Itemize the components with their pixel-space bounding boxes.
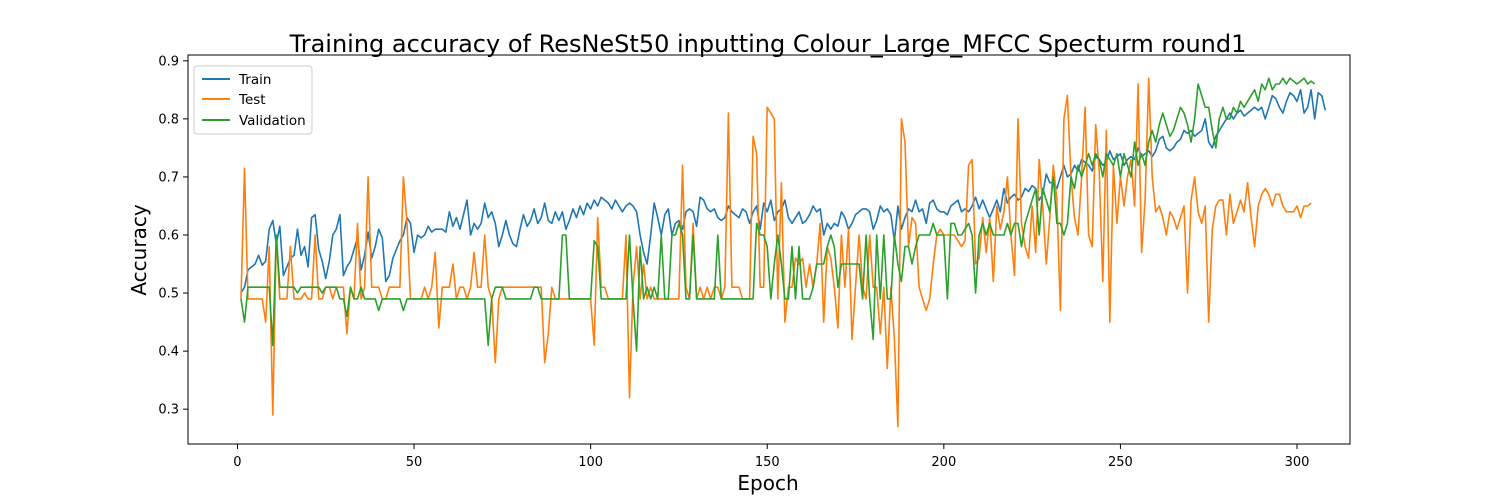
- legend-frame: [193, 65, 313, 135]
- x-tick-label: 50: [406, 455, 423, 470]
- y-tick-label: 0.9: [158, 54, 179, 69]
- y-tick-label: 0.6: [158, 228, 179, 243]
- y-tick-label: 0.3: [158, 403, 179, 418]
- x-tick-label: 250: [1108, 455, 1133, 470]
- legend-label-test: Test: [238, 92, 266, 108]
- x-tick-label: 100: [578, 455, 603, 470]
- plot-frame: [187, 54, 1351, 445]
- legend-label-validation: Validation: [239, 113, 306, 129]
- legend: Train Test Validation: [193, 65, 313, 135]
- series-line-train: [240, 89, 1327, 294]
- x-tick-label: 0: [233, 455, 241, 470]
- series-line-validation: [240, 77, 1316, 352]
- y-tick-label: 0.5: [158, 287, 179, 302]
- series-layer: [240, 77, 1327, 428]
- legend-label-train: Train: [238, 72, 271, 88]
- y-tick-label: 0.7: [158, 170, 179, 185]
- x-tick-label: 150: [755, 455, 780, 470]
- y-tick-label: 0.8: [158, 112, 179, 127]
- y-axis: 0.3 0.4 0.5 0.6 0.7 0.8 0.9: [158, 54, 188, 418]
- chart-title: Training accuracy of ResNeSt50 inputting…: [289, 30, 1247, 58]
- y-tick-label: 0.4: [158, 345, 179, 360]
- x-tick-label: 300: [1285, 455, 1310, 470]
- x-tick-label: 200: [931, 455, 956, 470]
- x-axis-label: Epoch: [737, 471, 798, 495]
- y-axis-label: Accuracy: [127, 204, 151, 295]
- x-axis: 0 50 100 150 200 250 300: [233, 444, 1309, 470]
